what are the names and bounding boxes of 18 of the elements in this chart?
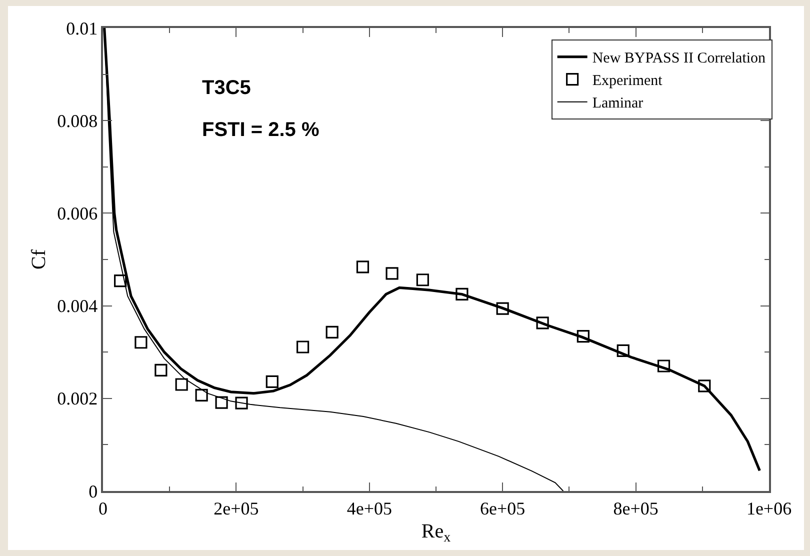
x-axis-title: Re$_{x}$ <box>421 520 451 546</box>
legend-label: New BYPASS II Correlation <box>592 50 766 67</box>
x-tick-label: 8e+05 <box>613 498 658 518</box>
y-axis-title: Cf <box>28 249 50 270</box>
y-tick-label: 0.01 <box>66 18 98 38</box>
x-tick-label: 2e+05 <box>214 498 259 518</box>
y-tick-label: 0.006 <box>57 204 98 224</box>
x-tick-label: 4e+05 <box>346 498 392 518</box>
legend-label: Experiment <box>592 73 664 90</box>
y-tick-label: 0.008 <box>57 110 98 131</box>
annotation: T3C5 <box>202 77 251 99</box>
y-tick-label: 0.002 <box>57 388 98 409</box>
x-tick-label: 1e+06 <box>746 498 792 518</box>
annotation: FSTI = 2.5 % <box>202 119 320 141</box>
legend-label: Laminar <box>592 96 644 112</box>
x-tick-label: 6e+05 <box>480 498 526 518</box>
y-tick-label: 0 <box>88 481 98 502</box>
y-tick-label: 0.004 <box>57 296 98 316</box>
